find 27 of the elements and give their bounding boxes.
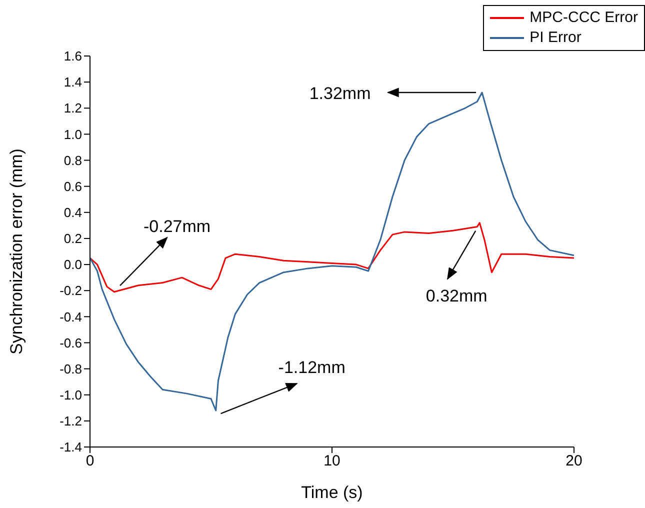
y-tick-label: 1.6 (64, 48, 82, 64)
y-tick-label: 0.6 (64, 178, 82, 194)
y-tick-label: -1.2 (60, 414, 82, 429)
x-tick-label: 0 (86, 452, 94, 470)
y-tick-label: -1.4 (60, 440, 82, 455)
y-tick-label: 0.4 (64, 205, 82, 220)
x-tick-label: 20 (566, 452, 582, 470)
x-tick-label: 10 (324, 452, 340, 470)
y-tick-label: 0.0 (64, 257, 82, 272)
y-tick-label: 1.2 (64, 100, 82, 116)
legend-label: PI Error (530, 28, 582, 48)
legend-label: MPC-CCC Error (530, 8, 638, 28)
annotation: 1.32mm (309, 84, 371, 103)
y-tick-label: 0.2 (64, 231, 82, 246)
y-tick-label: -0.4 (60, 309, 82, 324)
annotation: -0.27mm (144, 217, 211, 236)
y-tick-label: -0.8 (60, 361, 82, 376)
y-tick-label: -0.2 (60, 283, 82, 298)
y-tick-label: 0.8 (64, 152, 82, 168)
y-tick-label: -1.0 (60, 387, 82, 402)
y-tick-label: 1.4 (64, 74, 82, 90)
x-axis-title: Time (s) (301, 483, 363, 502)
annotation: -1.12mm (278, 358, 346, 378)
annotation: 0.32mm (426, 286, 488, 306)
y-tick-label: 1.0 (64, 126, 82, 142)
y-tick-label: -0.6 (60, 335, 82, 350)
y-axis-title: Synchronization error (mm) (7, 148, 26, 354)
